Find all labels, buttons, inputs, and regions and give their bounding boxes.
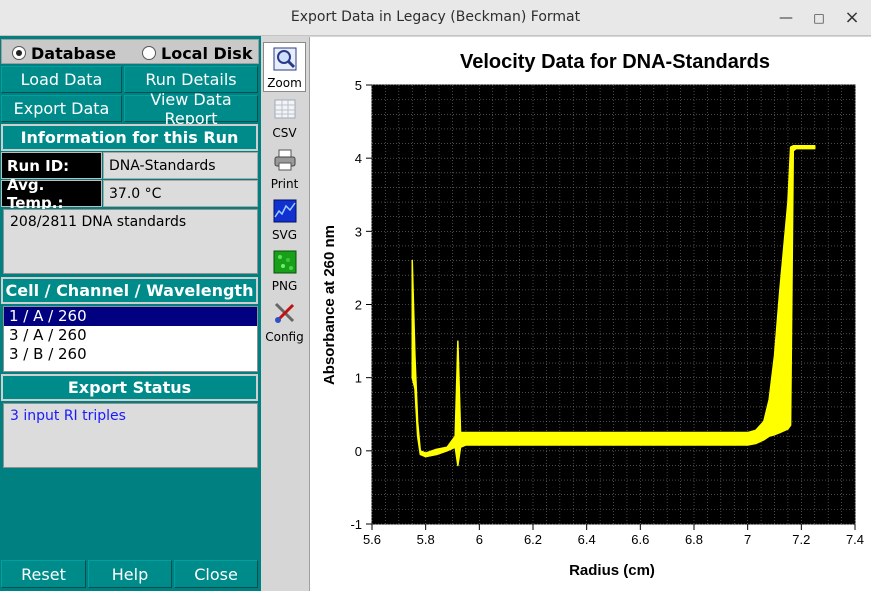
database-radio[interactable]: Database <box>12 43 117 63</box>
local-disk-radio[interactable]: Local Disk <box>142 43 253 63</box>
png-icon <box>273 250 296 274</box>
velocity-chart[interactable]: Velocity Data for DNA-Standards 5.6 5.8 6 6… <box>310 37 871 590</box>
x-tick-label: 7 <box>744 532 751 547</box>
zoom-button[interactable]: Zoom <box>263 42 306 92</box>
y-axis: -1 0 1 2 3 4 5 <box>350 78 372 532</box>
run-info-header: Information for this Run <box>1 124 258 151</box>
x-tick-label: 6.2 <box>524 532 542 547</box>
png-label: PNG <box>271 279 298 293</box>
window-title: Export Data in Legacy (Beckman) Format <box>290 9 581 25</box>
config-label: Config <box>265 330 304 344</box>
run-id-label: Run ID: <box>1 152 102 179</box>
csv-label: CSV <box>272 126 297 140</box>
view-report-button[interactable]: View Data Report <box>124 90 258 128</box>
list-item[interactable]: 3 / A / 260 <box>9 326 87 344</box>
csv-button[interactable]: CSV <box>263 93 306 143</box>
x-tick-label: 5.8 <box>417 532 435 547</box>
minimize-icon[interactable]: — <box>779 10 793 26</box>
avg-temp-value: 37.0 °C <box>103 180 258 207</box>
svg-button[interactable]: SVG <box>263 195 306 245</box>
plot-toolbar: Zoom CSV Print SVG PNG <box>261 36 308 591</box>
printer-icon <box>274 149 295 171</box>
png-button[interactable]: PNG <box>263 246 306 296</box>
y-tick-label: 1 <box>355 371 362 386</box>
triples-list[interactable]: 1 / A / 260 3 / A / 260 3 / B / 260 <box>3 306 258 372</box>
y-tick-label: 3 <box>355 224 362 239</box>
zoom-label: Zoom <box>267 76 302 90</box>
radio-dot-icon <box>142 46 156 60</box>
chart-title: Velocity Data for DNA-Standards <box>460 51 770 73</box>
help-button[interactable]: Help <box>88 560 172 588</box>
svg-label: SVG <box>271 228 298 242</box>
y-tick-label: 5 <box>355 78 362 93</box>
close-icon[interactable]: × <box>844 7 860 28</box>
data-series <box>411 144 816 467</box>
plot-panel: Velocity Data for DNA-Standards 5.6 5.8 6 6… <box>309 37 871 591</box>
zoom-icon <box>273 47 296 71</box>
source-selector: Database Local Disk <box>1 39 259 64</box>
triples-header: Cell / Channel / Wavelength <box>1 277 258 304</box>
x-tick-label: 6 <box>476 532 483 547</box>
config-button[interactable]: Config <box>263 297 306 347</box>
local-disk-radio-label: Local Disk <box>161 43 253 63</box>
x-tick-label: 6.4 <box>578 532 596 547</box>
csv-icon <box>274 99 295 119</box>
export-status-text: 3 input RI triples <box>3 403 258 468</box>
x-tick-label: 7.2 <box>792 532 810 547</box>
x-axis: 5.6 5.8 6 6.2 6.4 6.6 6.8 7 7.2 7.4 <box>363 524 864 547</box>
y-tick-label: -1 <box>350 517 362 532</box>
y-axis-label: Absorbance at 260 nm <box>321 225 338 385</box>
y-tick-label: 0 <box>355 444 362 459</box>
x-tick-label: 6.6 <box>631 532 649 547</box>
run-id-value: DNA-Standards <box>103 152 258 179</box>
y-tick-label: 2 <box>355 298 362 313</box>
run-details-button[interactable]: Run Details <box>124 66 258 93</box>
run-description[interactable]: 208/2811 DNA standards <box>3 209 258 274</box>
avg-temp-label: Avg. Temp.: <box>1 176 102 212</box>
close-button[interactable]: Close <box>174 560 258 588</box>
print-label: Print <box>270 177 299 191</box>
x-tick-label: 6.8 <box>685 532 703 547</box>
y-tick-label: 4 <box>355 151 362 166</box>
window-titlebar: Export Data in Legacy (Beckman) Format —… <box>0 0 871 36</box>
database-radio-label: Database <box>31 43 117 63</box>
data-band <box>411 144 816 467</box>
print-button[interactable]: Print <box>263 144 306 194</box>
reset-button[interactable]: Reset <box>1 560 86 588</box>
svg-icon <box>273 199 296 223</box>
left-panel: Database Local Disk Load Data Run Detail… <box>0 36 261 591</box>
maximize-icon[interactable]: □ <box>813 11 825 25</box>
config-icon <box>274 302 294 323</box>
x-tick-label: 7.4 <box>846 532 864 547</box>
export-data-button[interactable]: Export Data <box>1 95 122 122</box>
x-axis-label: Radius (cm) <box>569 562 655 579</box>
load-data-button[interactable]: Load Data <box>1 66 122 93</box>
x-tick-label: 5.6 <box>363 532 381 547</box>
radio-dot-icon <box>12 46 26 60</box>
list-item[interactable]: 3 / B / 260 <box>9 345 87 363</box>
export-status-header: Export Status <box>1 374 258 401</box>
list-item[interactable]: 1 / A / 260 <box>4 307 257 326</box>
